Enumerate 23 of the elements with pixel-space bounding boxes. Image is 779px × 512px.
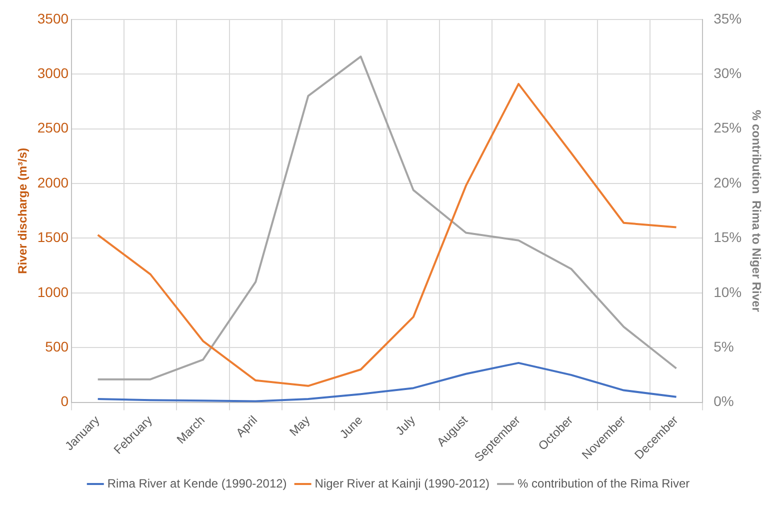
y-axis-title: River discharge (m³/s) xyxy=(16,148,30,274)
y-tick-label: 3000 xyxy=(37,64,69,81)
y2-tick-label: 20% xyxy=(714,174,742,190)
legend-label: Rima River at Kende (1990-2012) xyxy=(107,476,287,490)
y2-tick-label: 5% xyxy=(714,338,734,354)
y-tick-label: 0 xyxy=(60,393,69,410)
y-tick-label: 1500 xyxy=(37,229,69,246)
legend-label: % contribution of the Rima River xyxy=(518,476,690,490)
y2-tick-label: 10% xyxy=(714,284,742,300)
legend-label: Niger River at Kainji (1990-2012) xyxy=(314,476,490,490)
y-tick-label: 500 xyxy=(45,338,69,354)
y-tick-label: 3500 xyxy=(37,10,69,26)
y2-tick-label: 30% xyxy=(714,64,742,81)
y2-tick-label: 25% xyxy=(714,120,742,136)
y2-tick-label: 15% xyxy=(714,229,742,246)
y2-tick-label: 35% xyxy=(714,10,742,26)
y2-axis-title: % contribution Rima to Niger River xyxy=(749,110,764,312)
y2-tick-label: 0% xyxy=(714,393,734,410)
x-tick-label: July xyxy=(392,412,418,438)
y-tick-label: 2500 xyxy=(37,120,69,136)
y-tick-label: 1000 xyxy=(37,284,69,300)
x-tick-label: May xyxy=(286,412,313,439)
y-tick-label: 2000 xyxy=(37,174,69,190)
